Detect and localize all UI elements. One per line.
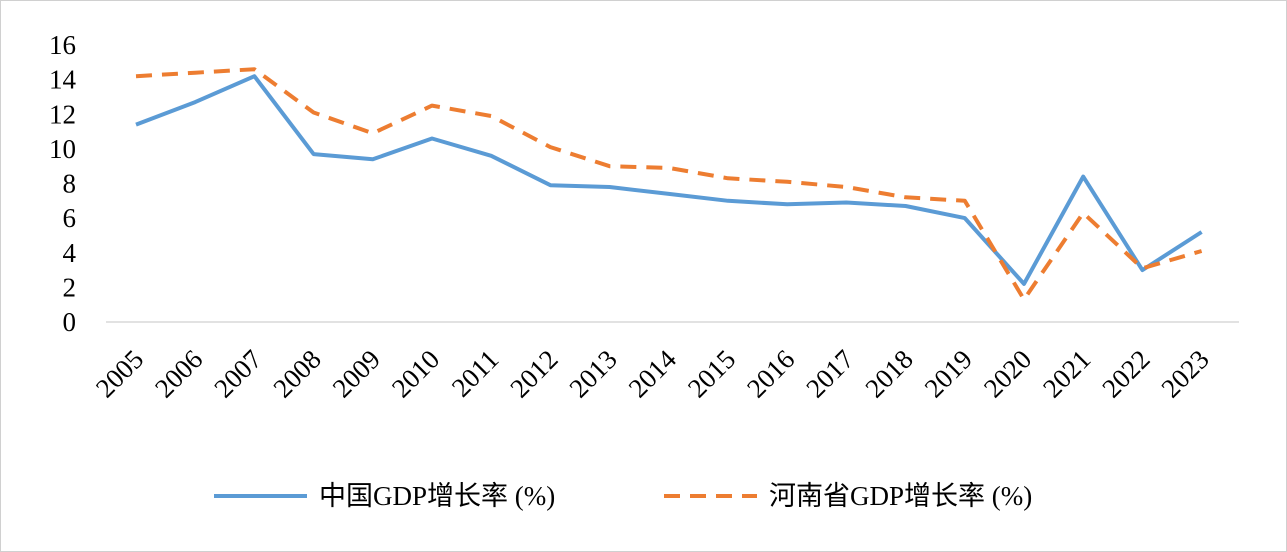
x-axis: 2005 2006 2007 2008 2009 2010 2011 2012 2013 2014…: [90, 321, 1239, 404]
x-tick-label: 2008: [267, 344, 326, 403]
legend-item: 中国GDP增长率 (%): [214, 481, 555, 511]
y-tick-label: 8: [63, 169, 77, 199]
x-tick-label: 2014: [623, 344, 683, 404]
x-tick-label: 2013: [563, 344, 622, 403]
legend: 中国GDP增长率 (%) 河南省GDP增长率 (%): [214, 481, 1032, 511]
x-tick-label: 2011: [446, 344, 505, 403]
x-tick-label: 2016: [741, 344, 800, 403]
x-tick-label: 2012: [504, 344, 563, 403]
x-tick-label: 2020: [978, 344, 1037, 403]
x-tick-label: 2023: [1155, 344, 1214, 403]
x-tick-label: 2010: [386, 344, 445, 403]
legend-label: 河南省GDP增长率 (%): [769, 481, 1032, 511]
y-tick-label: 12: [49, 99, 76, 129]
x-tick-label: 2007: [208, 344, 267, 403]
legend-label: 中国GDP增长率 (%): [319, 481, 555, 511]
y-tick-label: 14: [49, 65, 77, 95]
y-tick-label: 10: [49, 134, 76, 164]
x-tick-label: 2009: [327, 344, 386, 403]
y-tick-label: 6: [63, 203, 77, 233]
x-tick-label: 2022: [1096, 344, 1155, 403]
x-tick-label: 2017: [800, 344, 859, 403]
x-tick-label: 2021: [1037, 344, 1096, 403]
x-tick-label: 2019: [919, 344, 978, 403]
plot-area: [135, 67, 1203, 302]
y-axis: 0 2 4 6 8 10 12 14 16: [49, 30, 77, 337]
x-tick-label: 2005: [90, 344, 149, 403]
x-tick-label: 2015: [682, 344, 741, 403]
series-line-1: [135, 67, 1203, 302]
x-tick-label: 2018: [859, 344, 918, 403]
x-tick-label: 2006: [149, 344, 208, 403]
legend-item: 河南省GDP增长率 (%): [664, 481, 1032, 511]
y-tick-label: 4: [63, 238, 77, 268]
y-tick-label: 0: [63, 307, 77, 337]
y-tick-label: 16: [49, 30, 76, 60]
series-line-0: [135, 74, 1203, 286]
y-tick-label: 2: [63, 272, 77, 302]
